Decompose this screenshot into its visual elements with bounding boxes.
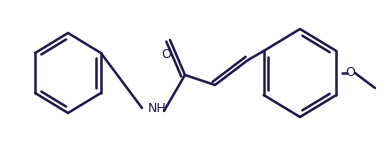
Text: O: O [345,66,355,80]
Text: O: O [161,48,171,61]
Text: NH: NH [148,101,167,114]
